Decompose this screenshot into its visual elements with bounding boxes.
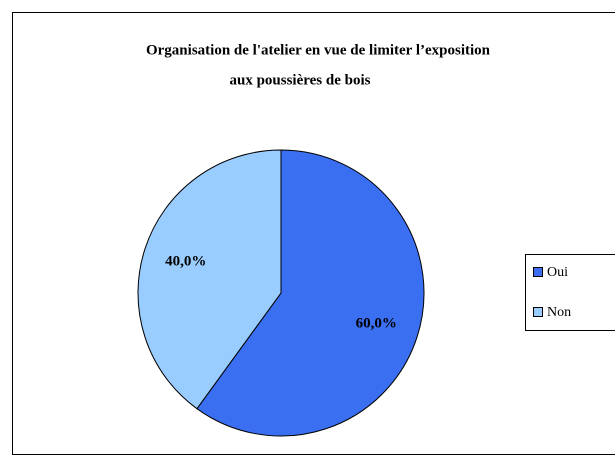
data-label: 60,0%: [356, 315, 397, 331]
legend-swatch: [533, 267, 543, 277]
legend-label: Oui: [547, 265, 568, 280]
chart-title: Organisation de l'atelier en vue de limi…: [146, 42, 491, 58]
data-label: 40,0%: [165, 254, 206, 270]
chart-title: aux poussières de bois: [229, 72, 370, 88]
legend-swatch: [533, 307, 543, 317]
pie-slice: [196, 149, 425, 437]
legend-label: Non: [547, 305, 571, 320]
pie-slice: [137, 149, 282, 410]
